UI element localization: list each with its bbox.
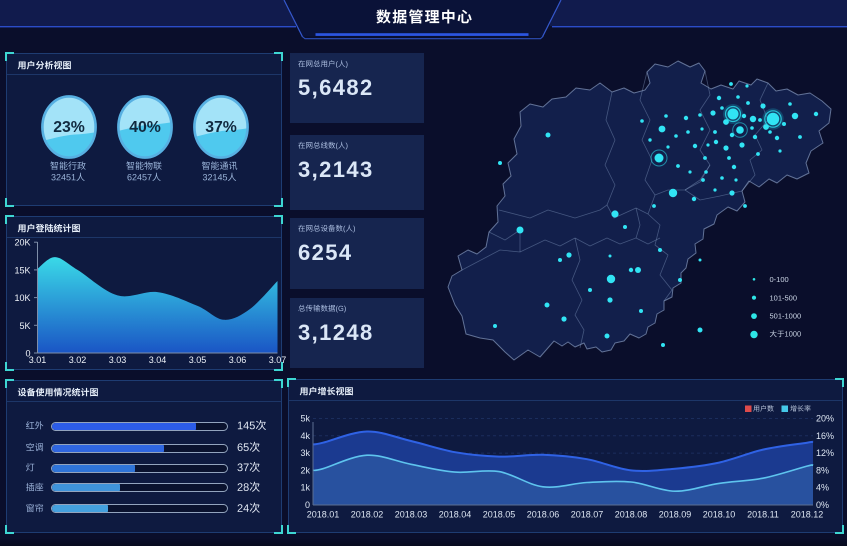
svg-text:2018.05: 2018.05 (483, 510, 516, 520)
svg-text:8%: 8% (816, 465, 829, 475)
svg-text:2018.08: 2018.08 (615, 510, 648, 520)
svg-text:3.05: 3.05 (189, 355, 207, 365)
svg-text:2018.04: 2018.04 (439, 510, 472, 520)
svg-text:2018.07: 2018.07 (571, 510, 604, 520)
svg-text:2018.12: 2018.12 (791, 510, 824, 520)
svg-text:4%: 4% (816, 483, 829, 493)
svg-text:2018.02: 2018.02 (351, 510, 384, 520)
svg-text:37%: 37% (205, 119, 237, 136)
svg-text:2018.10: 2018.10 (703, 510, 736, 520)
svg-text:3k: 3k (300, 448, 310, 458)
svg-text:3.03: 3.03 (109, 355, 127, 365)
svg-text:3.02: 3.02 (69, 355, 87, 365)
svg-text:0: 0 (25, 349, 30, 359)
svg-text:3.07: 3.07 (269, 355, 287, 365)
svg-text:2018.11: 2018.11 (747, 510, 779, 520)
svg-text:40%: 40% (129, 119, 161, 136)
svg-text:3.04: 3.04 (149, 355, 167, 365)
svg-text:101-500: 101-500 (770, 293, 798, 302)
svg-text:501-1000: 501-1000 (770, 312, 802, 321)
svg-text:15K: 15K (14, 265, 30, 275)
svg-text:3.06: 3.06 (229, 355, 247, 365)
svg-text:2018.03: 2018.03 (395, 510, 428, 520)
svg-text:1k: 1k (300, 483, 310, 493)
svg-text:3.01: 3.01 (29, 355, 47, 365)
svg-text:12%: 12% (816, 448, 834, 458)
svg-text:2018.09: 2018.09 (659, 510, 692, 520)
svg-text:2k: 2k (300, 465, 310, 475)
svg-text:5k: 5k (300, 414, 310, 424)
svg-text:2018.06: 2018.06 (527, 510, 560, 520)
svg-text:20K: 20K (14, 238, 30, 248)
svg-text:0: 0 (305, 500, 310, 510)
svg-text:2018.01: 2018.01 (307, 510, 340, 520)
svg-text:0-100: 0-100 (770, 275, 789, 284)
svg-text:0%: 0% (816, 500, 829, 510)
svg-text:10K: 10K (14, 293, 30, 303)
svg-text:23%: 23% (53, 119, 85, 136)
svg-text:5K: 5K (19, 321, 30, 331)
svg-text:16%: 16% (816, 431, 834, 441)
svg-text:20%: 20% (816, 414, 834, 424)
svg-text:4k: 4k (300, 431, 310, 441)
